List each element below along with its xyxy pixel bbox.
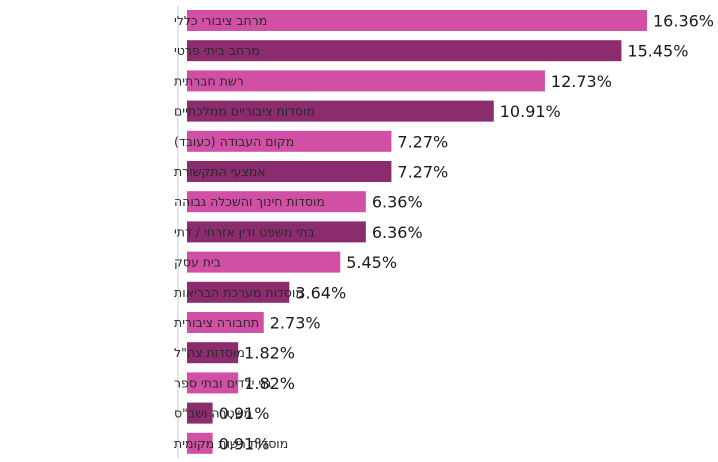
value-label: 1.82% [244,374,295,393]
category-label: מקום העבודה (כעובד) [174,134,294,149]
value-label: 6.36% [372,223,423,242]
value-label: 2.73% [270,314,321,333]
category-label: רשת חברתית [174,73,244,88]
value-label: 6.36% [372,193,423,212]
category-label: גני ילדים ובתי ספר [174,375,271,390]
category-label: מוסדות מערכת הבריאות [174,285,304,300]
category-label: תחבורה ציבורית [174,315,259,330]
category-label: מוסדות חינוך והשכלה גבוהה [174,194,325,209]
bar [187,432,213,454]
value-label: 7.27% [397,163,448,182]
category-label: מוסדות ציבוריים ממלכתיים [174,104,315,119]
category-label: בית עסק [174,255,221,270]
category-label: מרחב ציבורי כללי [174,13,267,28]
bars-group [187,10,647,454]
bar [187,100,494,122]
bar [187,281,290,303]
category-label: מוסדות צה"ל [174,345,245,360]
value-label: 7.27% [397,132,448,151]
bar [187,221,366,243]
value-labels-group: 16.36% 15.45% 12.73% 10.91% 7.27% 7.27% 6.36% 6… [219,12,714,454]
category-label: בתי משפט ודין אזרחי / דתי [174,224,315,239]
bar [187,10,647,31]
value-label: 12.73% [551,72,612,91]
category-label: מוסדות רשות מקומית [174,436,288,451]
bar [187,342,239,364]
bar [187,312,264,333]
bar [187,130,392,152]
bar [187,70,545,92]
bar [187,40,622,62]
bar [187,161,392,182]
value-label: 5.45% [346,253,397,272]
category-label: מרחב ביתי פרטי [174,43,260,58]
value-label: 0.91% [219,434,270,453]
value-label: 16.36% [653,12,714,31]
value-label: 0.91% [219,404,270,423]
category-label: אמצעי התקשורת [174,164,266,179]
bar [187,372,239,394]
bar [187,251,341,273]
bar [187,402,213,424]
value-label: 10.91% [500,102,561,121]
value-label: 1.82% [244,344,295,363]
value-label: 15.45% [627,42,688,61]
category-labels-group: מרחב ציבורי כללי מרחב ביתי פרטי רשת חברתית… [174,13,325,451]
bar [187,191,366,213]
value-label: 3.64% [295,283,346,302]
category-label: משטרה ושב"ס [174,406,252,421]
